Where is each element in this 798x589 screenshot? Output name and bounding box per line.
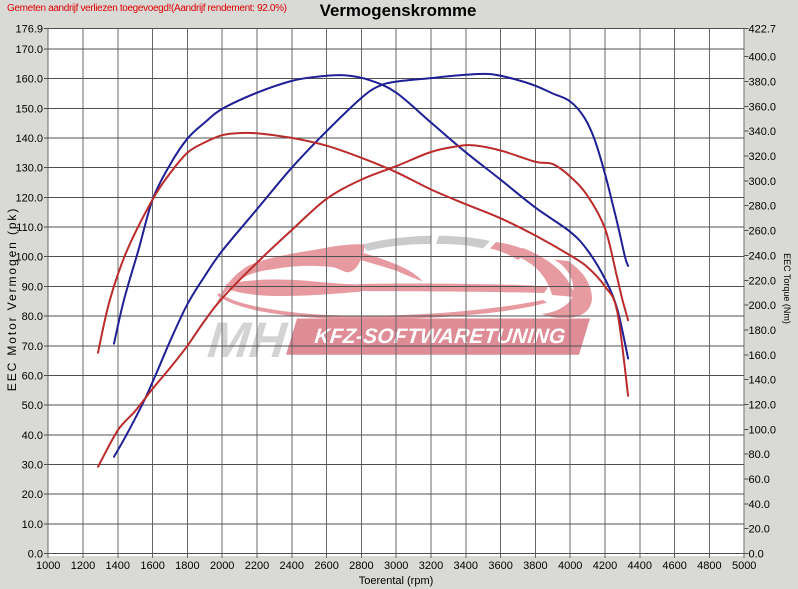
svg-text:30.0: 30.0	[22, 460, 43, 472]
svg-text:1800: 1800	[175, 560, 199, 572]
svg-text:10.0: 10.0	[22, 519, 43, 531]
svg-text:3000: 3000	[384, 560, 408, 572]
svg-text:2400: 2400	[280, 560, 304, 572]
svg-text:20.0: 20.0	[749, 524, 770, 536]
svg-text:1600: 1600	[140, 560, 164, 572]
svg-text:1400: 1400	[106, 560, 130, 572]
svg-text:160.0: 160.0	[749, 350, 777, 362]
svg-text:260.0: 260.0	[749, 226, 777, 238]
svg-text:80.0: 80.0	[749, 449, 770, 461]
svg-text:40.0: 40.0	[749, 499, 770, 511]
svg-text:320.0: 320.0	[749, 151, 777, 163]
svg-text:60.0: 60.0	[749, 474, 770, 486]
svg-text:4800: 4800	[697, 560, 721, 572]
svg-text:EEC Torque (Nm): EEC Torque (Nm)	[782, 253, 792, 324]
svg-text:130.0: 130.0	[15, 163, 43, 175]
svg-text:50.0: 50.0	[22, 400, 43, 412]
svg-text:176.9: 176.9	[15, 24, 43, 36]
svg-text:Toerental (rpm): Toerental (rpm)	[359, 575, 434, 587]
svg-text:5000: 5000	[732, 560, 756, 572]
svg-text:4400: 4400	[628, 560, 652, 572]
svg-text:1000: 1000	[36, 560, 60, 572]
svg-text:4600: 4600	[662, 560, 686, 572]
svg-text:40.0: 40.0	[22, 430, 43, 442]
svg-text:280.0: 280.0	[749, 201, 777, 213]
svg-text:0.0: 0.0	[28, 549, 43, 561]
svg-text:4000: 4000	[558, 560, 582, 572]
svg-text:400.0: 400.0	[749, 52, 777, 64]
svg-text:3200: 3200	[419, 560, 443, 572]
svg-text:422.7: 422.7	[749, 24, 777, 36]
svg-text:240.0: 240.0	[749, 250, 777, 262]
svg-text:120.0: 120.0	[749, 400, 777, 412]
svg-text:140.0: 140.0	[749, 375, 777, 387]
svg-text:380.0: 380.0	[749, 77, 777, 89]
svg-text:20.0: 20.0	[22, 489, 43, 501]
svg-text:200.0: 200.0	[749, 300, 777, 312]
svg-text:MH: MH	[205, 312, 290, 368]
svg-text:140.0: 140.0	[15, 133, 43, 145]
svg-text:110.0: 110.0	[16, 222, 43, 234]
svg-text:2600: 2600	[314, 560, 338, 572]
svg-text:300.0: 300.0	[749, 176, 777, 188]
svg-text:120.0: 120.0	[15, 192, 43, 204]
svg-text:4200: 4200	[593, 560, 617, 572]
svg-text:3800: 3800	[523, 560, 547, 572]
svg-text:3600: 3600	[488, 560, 512, 572]
svg-text:160.0: 160.0	[15, 74, 43, 86]
svg-text:60.0: 60.0	[22, 370, 43, 382]
svg-text:0.0: 0.0	[749, 549, 764, 561]
svg-text:100.0: 100.0	[15, 252, 43, 264]
svg-text:340.0: 340.0	[749, 126, 777, 138]
svg-text:2000: 2000	[210, 560, 234, 572]
svg-text:KFZ-SOFTWARETUNING: KFZ-SOFTWARETUNING	[313, 325, 566, 348]
svg-text:360.0: 360.0	[749, 101, 777, 113]
svg-text:90.0: 90.0	[22, 281, 43, 293]
svg-text:1200: 1200	[71, 560, 95, 572]
svg-text:170.0: 170.0	[15, 44, 43, 56]
svg-text:220.0: 220.0	[749, 275, 777, 287]
svg-text:2800: 2800	[349, 560, 373, 572]
svg-text:100.0: 100.0	[749, 424, 777, 436]
svg-text:2200: 2200	[245, 560, 269, 572]
svg-text:150.0: 150.0	[15, 103, 43, 115]
svg-text:70.0: 70.0	[22, 341, 43, 353]
svg-text:Gemeten aandrijf verliezen toe: Gemeten aandrijf verliezen toegevoegd!(A…	[7, 3, 287, 14]
svg-text:180.0: 180.0	[749, 325, 777, 337]
svg-text:3400: 3400	[454, 560, 478, 572]
svg-text:80.0: 80.0	[22, 311, 43, 323]
svg-text:Vermogenskromme: Vermogenskromme	[320, 1, 477, 20]
svg-text:EEC Motor Vermogen (pk): EEC Motor Vermogen (pk)	[5, 207, 19, 391]
